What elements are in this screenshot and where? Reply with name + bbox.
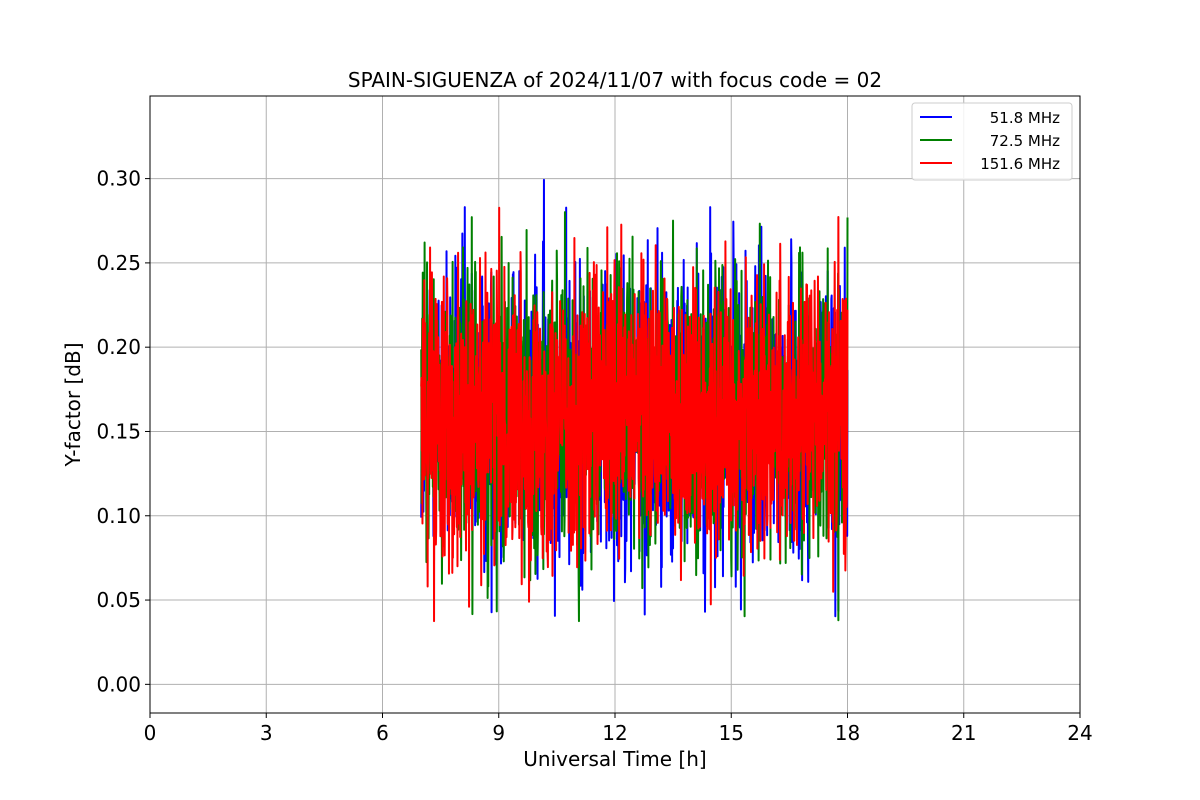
x-tick-label: 9 [492, 721, 505, 745]
series-line [420, 206, 849, 623]
x-tick-label: 0 [144, 721, 157, 745]
y-tick-label: 0.05 [96, 588, 141, 612]
x-tick-label: 21 [951, 721, 976, 745]
y-axis-label: Y-factor [dB] [61, 342, 85, 467]
y-tick-label: 0.15 [96, 419, 141, 443]
y-tick-label: 0.10 [96, 504, 141, 528]
x-axis: 0 3 6 9 12 15 18 21 24 [144, 713, 1093, 745]
y-tick-label: 0.20 [96, 335, 141, 359]
x-axis-label: Universal Time [h] [523, 747, 706, 771]
x-tick-label: 15 [719, 721, 744, 745]
chart-title: SPAIN-SIGUENZA of 2024/11/07 with focus … [348, 68, 882, 92]
series-layer [420, 178, 849, 623]
y-tick-label: 0.30 [96, 167, 141, 191]
legend-label: 151.6 MHz [980, 155, 1060, 173]
legend: 51.8 MHz 72.5 MHz 151.6 MHz [911, 102, 1073, 181]
y-axis: 0.00 0.05 0.10 0.15 0.20 0.25 0.30 [96, 167, 150, 696]
x-tick-label: 12 [602, 721, 627, 745]
x-tick-label: 6 [376, 721, 389, 745]
legend-label: 72.5 MHz [990, 132, 1060, 150]
x-tick-label: 24 [1067, 721, 1092, 745]
x-tick-label: 18 [835, 721, 860, 745]
legend-box [911, 102, 1073, 181]
y-tick-label: 0.00 [96, 672, 141, 696]
x-tick-label: 3 [260, 721, 273, 745]
legend-label: 51.8 MHz [990, 109, 1060, 127]
y-tick-label: 0.25 [96, 251, 141, 275]
